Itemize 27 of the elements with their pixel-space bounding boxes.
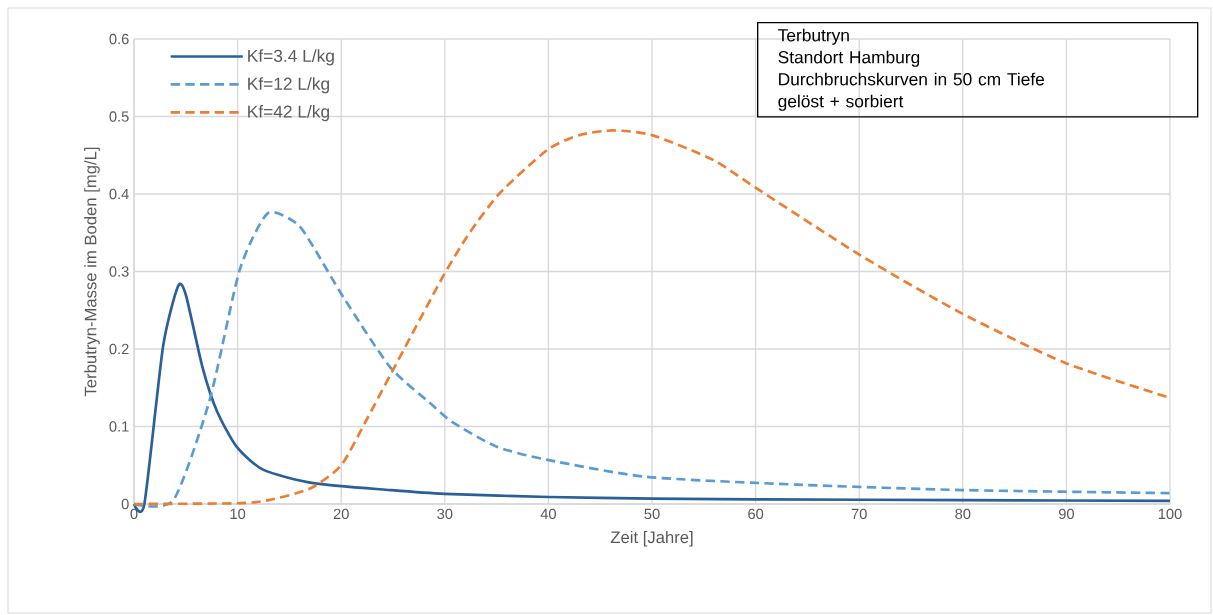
x-tick-label: 70 (851, 508, 867, 520)
y-tick-label: 0.4 (109, 188, 129, 200)
y-tick-label: 0.5 (109, 111, 129, 122)
y-tick-label: 0.1 (109, 421, 129, 432)
x-tick-label: 80 (955, 508, 971, 520)
y-axis-title: Terbutryn-Masse im Boden [mg/L] (84, 147, 100, 397)
legend-label: Kf=12 L/kg (248, 77, 329, 94)
x-tick-label: 0 (130, 508, 138, 520)
annotation: Durchbruchskurven in 50 cm Tiefe (779, 72, 1045, 86)
x-tick-label: 20 (333, 508, 349, 520)
y-tick-label: 0.2 (109, 343, 129, 355)
y-tick-label: 0 (121, 498, 129, 510)
x-tick-label: 100 (1158, 508, 1182, 520)
y-tick-label: 0.6 (109, 33, 129, 45)
annotation: Terbutryn (778, 28, 849, 45)
annotation: gelöst + sorbiert (778, 94, 904, 111)
x-tick-label: 60 (748, 508, 764, 520)
x-tick-label: 10 (230, 508, 246, 520)
legend-label: Kf=42 L/kg (248, 105, 329, 122)
x-tick-label: 90 (1058, 508, 1074, 520)
x-axis-title: Zeit [Jahre] (610, 530, 693, 547)
x-tick-label: 50 (644, 508, 660, 520)
y-tick-label: 0.3 (109, 266, 129, 277)
legend-label: Kf=3.4 L/kg (248, 49, 334, 66)
x-tick-label: 30 (437, 508, 453, 520)
x-tick-label: 40 (540, 508, 556, 520)
annotation: Standort Hamburg (778, 50, 920, 67)
